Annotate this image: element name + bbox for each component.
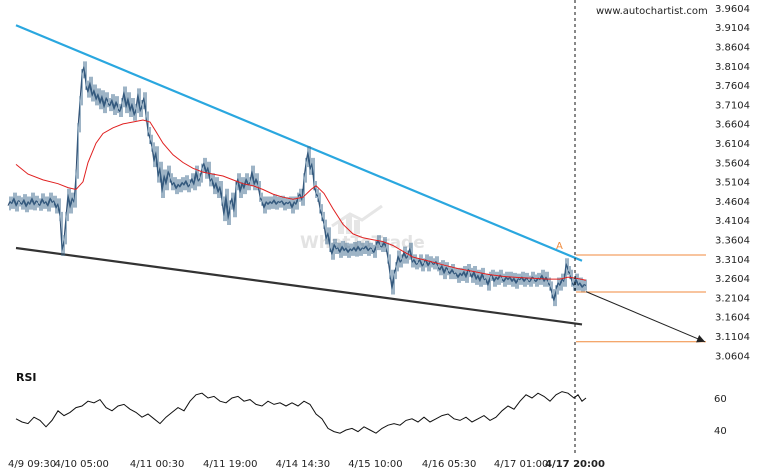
price-tick-label: 3.4604	[715, 197, 750, 208]
price-line	[7, 65, 587, 302]
price-tick-label: 3.4104	[715, 216, 750, 227]
watermark-bar-1	[338, 222, 344, 234]
rsi-line	[15, 391, 587, 434]
price-axis: 3.9604 3.9104 3.8604 3.8104 3.7604 3.7104 3.66…	[715, 4, 750, 362]
price-plot-area: A	[7, 0, 706, 454]
price-tick-label: 3.7104	[715, 100, 750, 111]
price-tick-label: 3.5604	[715, 158, 750, 169]
watermark-bar-2	[346, 216, 352, 234]
price-tick-label: 3.0604	[715, 351, 750, 362]
price-tick-label: 3.5104	[715, 178, 750, 189]
price-tick-label: 3.3104	[715, 255, 750, 266]
price-tick-label: 3.6104	[715, 139, 750, 150]
time-tick-label: 4/10 05:00	[54, 459, 108, 470]
price-tick-label: 3.8104	[715, 62, 750, 73]
price-tick-label: 3.9104	[715, 23, 750, 34]
forecast-arrow-line	[585, 291, 706, 343]
rsi-plot-area	[15, 391, 587, 434]
time-tick-label: 4/9 09:30	[8, 459, 56, 470]
watermark-bar-3	[354, 220, 360, 234]
price-tick-label: 3.8604	[715, 43, 750, 54]
time-tick-label: 4/11 19:00	[203, 459, 257, 470]
price-tick-label: 3.3604	[715, 236, 750, 247]
price-tick-label: 3.6604	[715, 120, 750, 131]
rsi-tick-label: 40	[714, 426, 727, 437]
time-tick-label: 4/11 00:30	[130, 459, 184, 470]
resistance-trendline	[15, 24, 583, 262]
time-tick-label: 4/17 01:00	[494, 459, 548, 470]
breakout-marker-label: A	[556, 241, 563, 252]
price-tick-label: 3.7604	[715, 81, 750, 92]
rsi-title: RSI	[16, 371, 37, 384]
watermark-arrow	[331, 204, 383, 228]
price-tick-label: 3.2604	[715, 274, 750, 285]
price-tick-label: 3.2104	[715, 293, 750, 304]
moving-average-line	[15, 119, 587, 281]
rsi-tick-label: 60	[714, 394, 727, 405]
rsi-axis: 60 40	[714, 394, 727, 437]
site-url[interactable]: www.autochartist.com	[596, 6, 708, 17]
time-axis: 4/9 09:304/10 05:00 4/11 00:30 4/11 19:00 4…	[8, 459, 605, 470]
time-tick-label: 4/16 05:30	[422, 459, 476, 470]
price-tick-label: 3.9604	[715, 4, 750, 15]
price-tick-label: 3.1604	[715, 313, 750, 324]
current-time-label: 4/17 20:00	[545, 459, 605, 470]
price-tick-label: 3.1104	[715, 332, 750, 343]
forecast-arrow-head	[696, 335, 705, 343]
time-tick-label: 4/15 10:00	[348, 459, 402, 470]
support-trendline	[15, 246, 583, 326]
time-tick-label: 4/14 14:30	[276, 459, 330, 470]
